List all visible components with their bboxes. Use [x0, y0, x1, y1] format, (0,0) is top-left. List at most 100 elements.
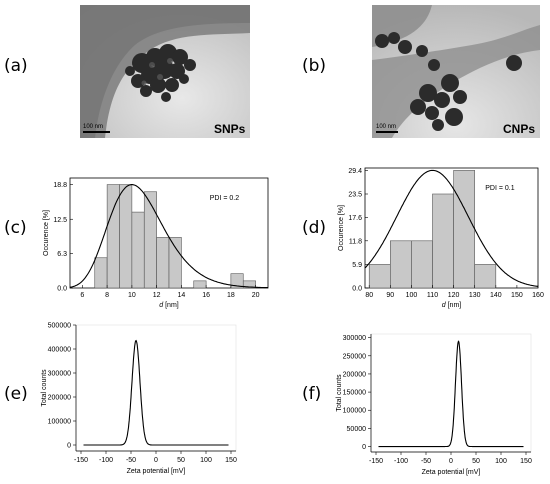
y-tick-label: 17.6: [348, 215, 362, 222]
y-tick-label: 12.5: [53, 217, 67, 224]
x-axis-label-unit: [nm]: [163, 302, 179, 309]
x-tick-label: 110: [427, 292, 438, 299]
y-tick-label: 150000: [343, 390, 366, 397]
nanoparticle-cluster: [375, 32, 522, 131]
x-tick-label: 160: [532, 292, 544, 299]
x-tick-label: 100: [495, 458, 507, 465]
panel-label-d: (d): [302, 218, 327, 238]
y-axis-label: Occurence [%]: [43, 210, 50, 256]
x-tick-label: 8: [105, 292, 109, 299]
x-tick-label: -150: [369, 458, 383, 465]
y-axis-label: Total counts: [336, 374, 343, 412]
panel-label-c: (c): [4, 218, 27, 238]
y-tick-label: 23.5: [348, 192, 362, 199]
x-axis-label: d [nm]: [442, 302, 462, 309]
x-tick-label: 20: [252, 292, 260, 299]
y-tick-label: 100000: [48, 419, 71, 426]
histogram-bar: [156, 237, 170, 289]
scale-bar: [376, 131, 398, 133]
y-tick-label: 18.8: [53, 182, 67, 189]
histogram-bar: [131, 211, 145, 289]
x-tick-label: 0: [449, 458, 453, 465]
panel-label-b: (b): [302, 56, 327, 76]
x-axis-label: d [nm]: [159, 302, 179, 309]
x-tick-label: -100: [394, 458, 408, 465]
y-tick-label: 500000: [48, 323, 71, 330]
tem-tag-snps: SNPs: [214, 122, 246, 136]
x-axis-label-var: d: [159, 302, 164, 309]
y-tick-label: 0: [67, 443, 71, 450]
x-tick-label: 6: [80, 292, 84, 299]
y-tick-label: 200000: [48, 395, 71, 402]
x-tick-label: 140: [490, 292, 502, 299]
chart-zeta-potential-snps: -150 -100 -50 0 50 100 150 0 100000 200000 300000 4…: [41, 323, 237, 476]
y-tick-label: 100000: [343, 408, 366, 415]
plot-frame: [75, 324, 237, 452]
x-tick-label: 150: [225, 457, 237, 464]
x-axis-label-unit: [nm]: [446, 302, 462, 309]
y-axis-label: Total counts: [41, 369, 48, 407]
plot-frame: [370, 333, 532, 453]
scale-bar: [83, 131, 110, 133]
histogram-bar: [242, 280, 256, 289]
histogram-bar: [474, 264, 497, 289]
x-tick-label: 150: [520, 458, 532, 465]
pdi-annotation: PDI = 0.1: [485, 185, 514, 192]
nanoparticle-cluster: [125, 44, 196, 102]
y-tick-label: 50000: [347, 426, 367, 433]
x-tick-label: 0: [154, 457, 158, 464]
histogram-bar: [94, 257, 108, 289]
panel-label-a: (a): [4, 56, 28, 76]
histogram-bar: [119, 184, 133, 289]
x-tick-label: -50: [126, 457, 136, 464]
histogram-bar: [143, 191, 157, 289]
y-tick-label: 0.0: [352, 286, 362, 293]
histogram-bar: [368, 264, 391, 289]
histogram-bar: [193, 280, 207, 289]
zeta-curve: [378, 340, 524, 448]
chart-zeta-potential-cnps: -150 -100 -50 0 50 100 150 0 50000 100000 150000 20…: [336, 333, 532, 476]
fit-curve: [364, 169, 539, 287]
y-axis-label: Occurence [%]: [338, 205, 345, 251]
fit-curve: [69, 184, 268, 289]
x-tick-label: -150: [74, 457, 88, 464]
x-tick-label: 12: [153, 292, 161, 299]
x-tick-label: 14: [177, 292, 185, 299]
x-tick-label: 10: [128, 292, 136, 299]
x-tick-label: -50: [421, 458, 431, 465]
histogram-bar: [168, 237, 182, 289]
x-tick-label: 150: [511, 292, 523, 299]
chart-size-distribution-cnps: 80 90 100 110 120 130 140 150 160 0.0 5.9 11.8 17.6 2…: [338, 167, 544, 309]
scale-bar-label-b: 100 nm: [376, 124, 396, 130]
x-tick-label: 120: [448, 292, 460, 299]
y-tick-label: 0: [362, 444, 366, 451]
pdi-annotation: PDI = 0.2: [210, 195, 239, 202]
y-tick-label: 300000: [48, 371, 71, 378]
chart-size-distribution-snps: 6 8 10 12 14 16 18 20 0.0 6.3 12.5 18.8 d [nm] Occure…: [43, 177, 269, 309]
histogram-bar: [390, 240, 412, 289]
x-tick-label: 80: [365, 292, 373, 299]
y-tick-label: 29.4: [348, 168, 362, 175]
x-tick-label: -100: [99, 457, 113, 464]
y-tick-label: 300000: [343, 335, 366, 342]
x-axis-label: Zeta potential [mV]: [422, 469, 481, 476]
histogram-bar: [453, 170, 476, 289]
x-tick-label: 90: [386, 292, 394, 299]
x-tick-label: 100: [200, 457, 212, 464]
x-tick-label: 18: [227, 292, 235, 299]
y-tick-label: 250000: [343, 353, 366, 360]
y-tick-label: 400000: [48, 347, 71, 354]
y-tick-label: 5.9: [352, 262, 362, 269]
x-tick-label: 50: [472, 458, 480, 465]
tem-tag-cnps: CNPs: [503, 122, 535, 136]
y-tick-label: 11.8: [349, 238, 362, 245]
scale-bar-label-a: 100 nm: [83, 124, 103, 130]
x-axis-label: Zeta potential [mV]: [127, 468, 186, 475]
x-tick-label: 16: [202, 292, 210, 299]
x-tick-label: 130: [469, 292, 481, 299]
panel-label-f: (f): [302, 384, 322, 404]
tem-image-snps: 100 nm SNPs: [80, 5, 250, 138]
y-tick-label: 200000: [343, 371, 366, 378]
zeta-curve: [83, 339, 229, 446]
histogram-bar: [432, 193, 454, 289]
